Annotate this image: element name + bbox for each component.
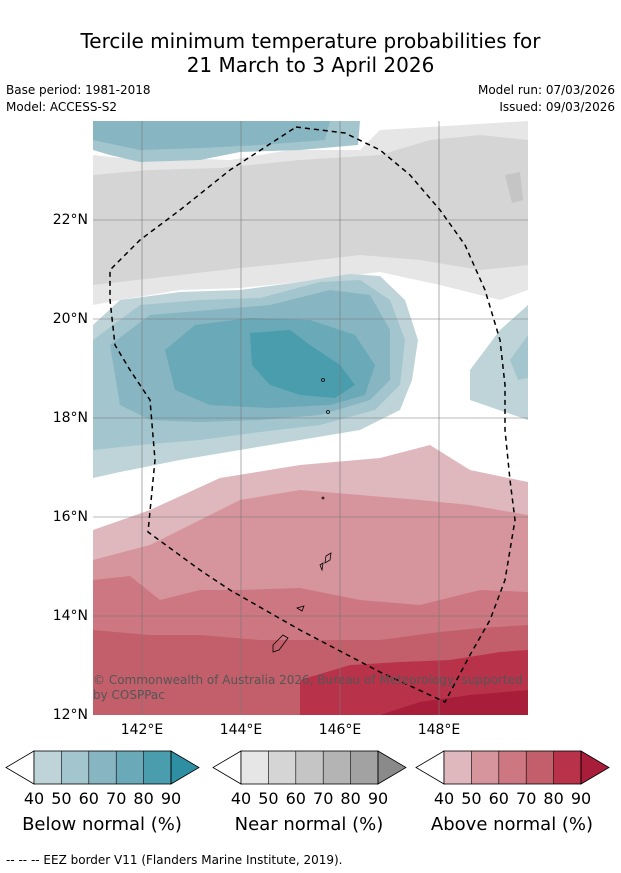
colorbars: 40 50 60 70 80 90 40 50 60 70 80 90 40 50 60 70 80 90: [5, 750, 610, 808]
lat-label-20n: 20°N: [52, 311, 88, 327]
below-colorbar-tick-label: 80: [133, 789, 153, 808]
near-colorbar-segment: [241, 751, 269, 784]
near-colorbar-tick-label: 90: [368, 789, 388, 808]
below-colorbar-segment: [61, 751, 89, 784]
above-colorbar-tick-label: 90: [571, 789, 591, 808]
base-period: Base period: 1981-2018: [6, 83, 151, 97]
near-colorbar-segment: [323, 751, 351, 784]
lat-label-22n: 22°N: [52, 212, 88, 228]
below-colorbar-tick-label: 60: [79, 789, 99, 808]
lat-label-18n: 18°N: [52, 410, 88, 426]
above-colorbar-tick-label: 60: [489, 789, 509, 808]
below-colorbar-segment: [88, 751, 117, 784]
below-colorbar-border: [33, 750, 172, 785]
near-colorbar-tick-label: 40: [231, 789, 251, 808]
above-colorbar-tick-label: 40: [434, 789, 454, 808]
above-colorbar-segment: [553, 751, 581, 784]
below-colorbar-tick-label: 50: [51, 789, 71, 808]
copyright-line-2: by COSPPac: [93, 688, 165, 702]
near-colorbar-tick-label: 60: [286, 789, 306, 808]
above-normal-colorbar: 40 50 60 70 80 90: [415, 750, 610, 808]
issued-date: Issued: 09/03/2026: [499, 100, 615, 114]
below-normal-label: Below normal (%): [22, 814, 182, 835]
map-area: © Commonwealth of Australia 2026, Bureau…: [93, 121, 528, 715]
lat-label-16n: 16°N: [52, 509, 88, 525]
lat-label-12n: 12°N: [52, 707, 88, 723]
near-colorbar-segment: [268, 751, 296, 784]
near-colorbar-tick-label: 80: [340, 789, 360, 808]
below-colorbar-segment: [34, 751, 62, 784]
near-colorbar-max-arrow: [377, 750, 407, 785]
above-colorbar-tick-label: 70: [516, 789, 536, 808]
near-colorbar-min-arrow: [212, 750, 242, 785]
title-line-1: Tercile minimum temperature probabilitie…: [80, 29, 541, 53]
below-colorbar-tick-label: 70: [106, 789, 126, 808]
eez-footnote: -- -- -- EEZ border V11 (Flanders Marine…: [6, 853, 343, 867]
below-colorbar-min-arrow: [5, 750, 35, 785]
lon-label-144e: 144°E: [219, 722, 263, 738]
near-colorbar-tick-label: 70: [313, 789, 333, 808]
near-colorbar-tick-label: 50: [258, 789, 278, 808]
graticule: [93, 121, 528, 715]
lon-label-146e: 146°E: [318, 722, 362, 738]
above-colorbar-segment: [498, 751, 527, 784]
lon-label-142e: 142°E: [120, 722, 164, 738]
islands: [272, 378, 332, 653]
lon-label-148e: 148°E: [417, 722, 461, 738]
below-normal-colorbar: 40 50 60 70 80 90: [5, 750, 200, 808]
copyright-line-1: © Commonwealth of Australia 2026, Bureau…: [93, 673, 523, 687]
below-colorbar-segment: [116, 751, 144, 784]
above-colorbar-segment: [526, 751, 554, 784]
above-colorbar-tick-label: 50: [461, 789, 481, 808]
below-colorbar-max-arrow: [170, 750, 200, 785]
near-colorbar-border: [240, 750, 379, 785]
above-colorbar-tick-label: 80: [543, 789, 563, 808]
below-colorbar-tick-label: 90: [161, 789, 181, 808]
above-colorbar-max-arrow: [580, 750, 610, 785]
above-colorbar-border: [443, 750, 582, 785]
near-colorbar-segment: [350, 751, 378, 784]
lat-label-14n: 14°N: [52, 608, 88, 624]
near-colorbar-segment: [295, 751, 324, 784]
title-line-2: 21 March to 3 April 2026: [186, 53, 435, 77]
above-colorbar-segment: [471, 751, 499, 784]
near-normal-label: Near normal (%): [234, 814, 384, 835]
eez-border: [109, 126, 516, 703]
above-colorbar-min-arrow: [415, 750, 445, 785]
below-colorbar-segment: [143, 751, 171, 784]
below-colorbar-tick-label: 40: [24, 789, 44, 808]
near-normal-colorbar: 40 50 60 70 80 90: [212, 750, 407, 808]
model-name: Model: ACCESS-S2: [6, 100, 118, 114]
model-run: Model run: 07/03/2026: [477, 83, 615, 97]
above-colorbar-segment: [444, 751, 472, 784]
above-normal-label: Above normal (%): [430, 814, 594, 835]
